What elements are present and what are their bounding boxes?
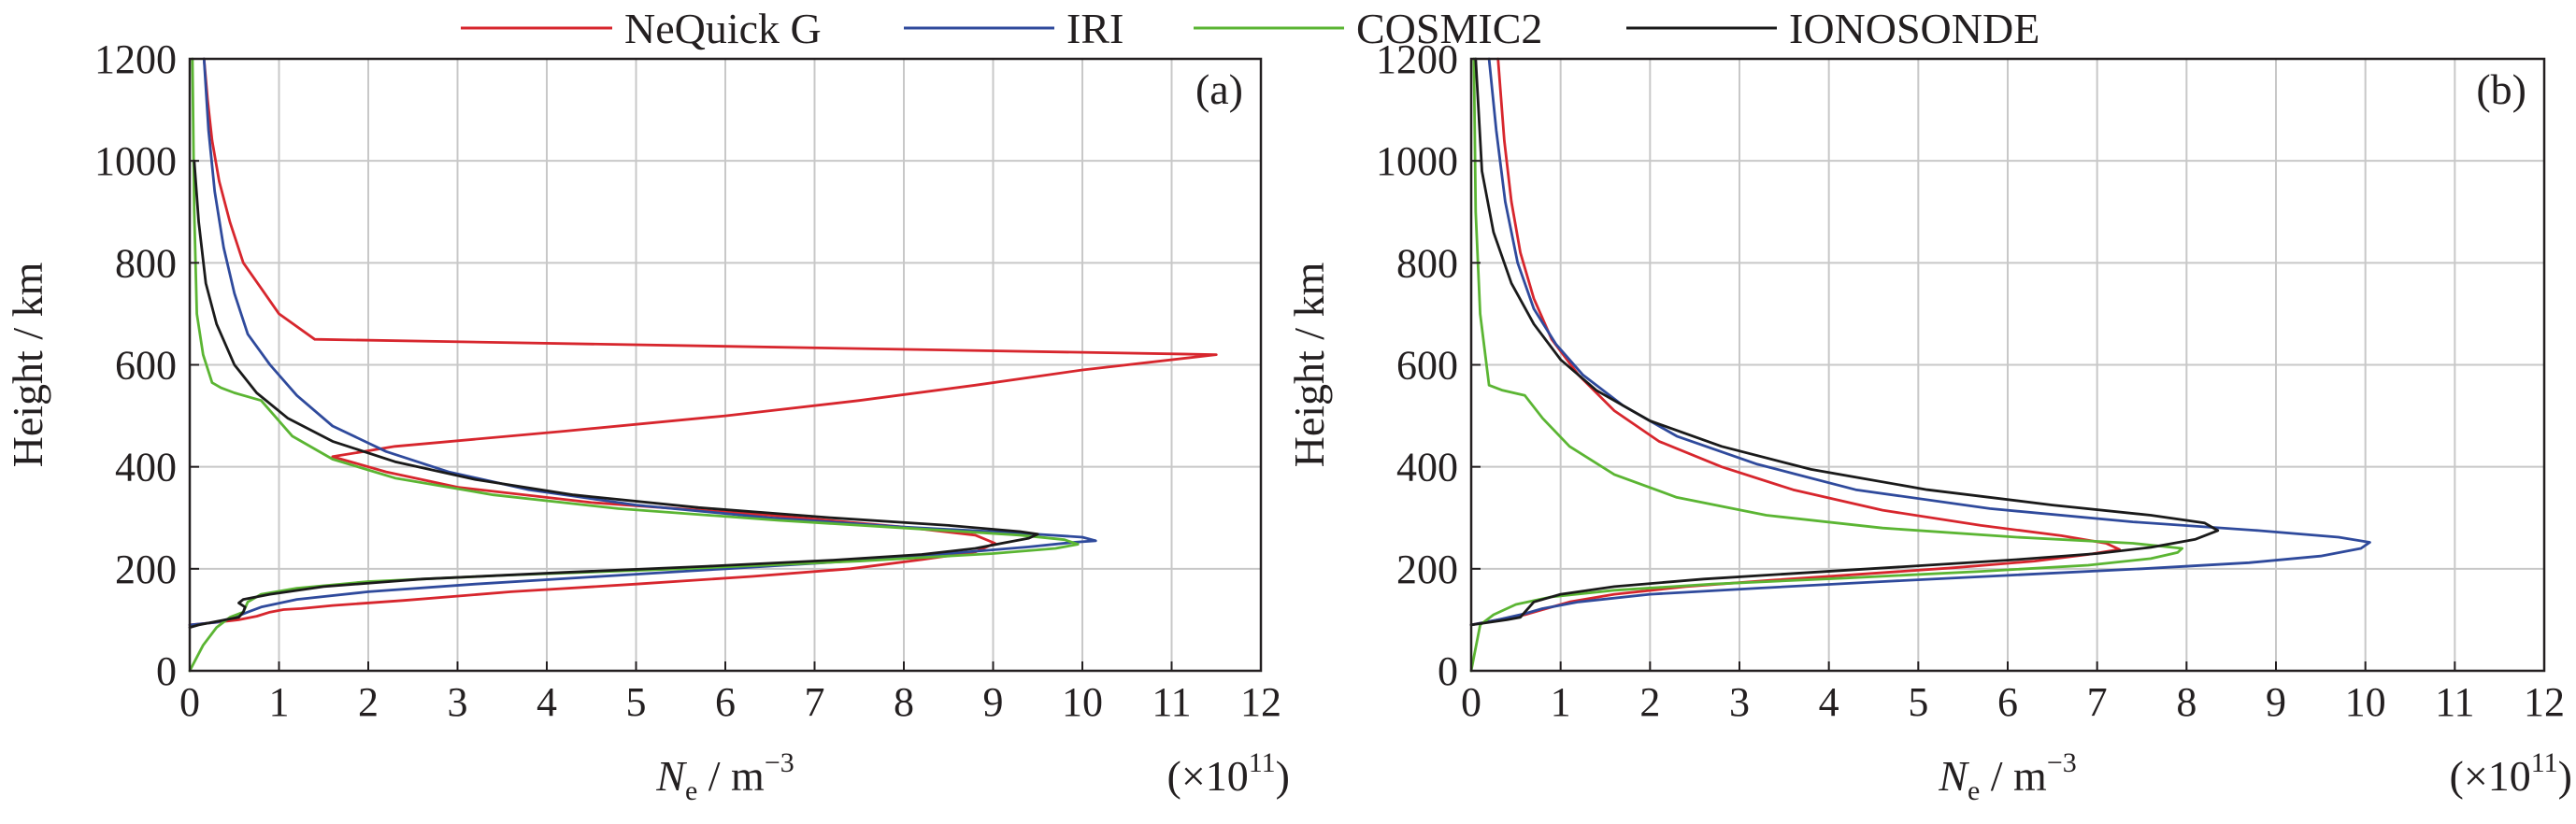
x-axis-title: Ne / m−3 bbox=[1938, 747, 2077, 806]
x-tick-label: 6 bbox=[715, 679, 736, 725]
x-tick-label: 3 bbox=[448, 679, 468, 725]
x-axis-unit: / m bbox=[697, 752, 765, 800]
x-tick-label: 6 bbox=[1997, 679, 2018, 725]
y-tick-label: 0 bbox=[1438, 648, 1458, 694]
x-tick-label: 12 bbox=[1240, 679, 1281, 725]
y-tick-label: 1200 bbox=[94, 36, 177, 82]
multiplier-close: ) bbox=[1276, 752, 1290, 800]
x-axis-multiplier: (×1011) bbox=[2450, 747, 2572, 800]
y-tick-label: 600 bbox=[115, 343, 177, 389]
x-axis-symbol: N bbox=[655, 752, 687, 800]
y-tick-label: 400 bbox=[1396, 445, 1458, 490]
x-axis-subscript: e bbox=[685, 775, 697, 806]
x-tick-label: 10 bbox=[1062, 679, 1103, 725]
y-tick-label: 200 bbox=[1396, 547, 1458, 592]
y-axis-title: Height / km bbox=[4, 262, 51, 467]
x-tick-label: 9 bbox=[983, 679, 1004, 725]
x-tick-label: 11 bbox=[2435, 679, 2474, 725]
legend-label-cosmic2: COSMIC2 bbox=[1356, 5, 1542, 52]
series-line-nequick-g bbox=[188, 57, 1218, 627]
multiplier-exponent: 11 bbox=[1249, 747, 1276, 778]
panel-b: 0 1 2 3 4 5 6 7 8 9 10 11 12020040060080010001200(b)… bbox=[1285, 36, 2572, 806]
x-tick-label: 11 bbox=[1152, 679, 1191, 725]
x-tick-label: 7 bbox=[805, 679, 825, 725]
x-tick-label: 2 bbox=[358, 679, 379, 725]
y-tick-label: 800 bbox=[1396, 240, 1458, 286]
x-tick-label: 12 bbox=[2524, 679, 2565, 725]
y-axis-title: Height / km bbox=[1285, 262, 1333, 467]
x-tick-label: 10 bbox=[2345, 679, 2386, 725]
x-tick-label: 8 bbox=[894, 679, 914, 725]
x-tick-label: 5 bbox=[626, 679, 647, 725]
x-axis-title: Ne / m−3 bbox=[655, 747, 794, 806]
multiplier-base: (×10 bbox=[1167, 752, 1249, 800]
x-tick-label: 4 bbox=[1819, 679, 1839, 725]
legend-label-iri: IRI bbox=[1066, 5, 1123, 52]
x-axis-unit: / m bbox=[1980, 752, 2047, 800]
legend-label-ionosonde: IONOSONDE bbox=[1789, 5, 2039, 52]
series-line-nequick-g bbox=[1469, 57, 2122, 627]
x-axis-unit-exponent: −3 bbox=[2047, 747, 2077, 778]
series-line-iri bbox=[1469, 57, 2371, 627]
x-tick-label: 5 bbox=[1908, 679, 1928, 725]
x-tick-label: 8 bbox=[2176, 679, 2197, 725]
x-axis-symbol: N bbox=[1938, 752, 1969, 800]
panel-label: (b) bbox=[2476, 65, 2526, 113]
x-axis-unit-exponent: −3 bbox=[765, 747, 794, 778]
x-tick-label: 1 bbox=[269, 679, 290, 725]
panel-label: (a) bbox=[1195, 65, 1243, 113]
x-tick-label: 3 bbox=[1729, 679, 1750, 725]
multiplier-base: (×10 bbox=[2450, 752, 2531, 800]
legend: NeQuick G IRI COSMIC2 IONOSONDE bbox=[461, 5, 2039, 52]
x-tick-label: 1 bbox=[1551, 679, 1571, 725]
x-axis-subscript: e bbox=[1968, 775, 1980, 806]
series-line-iri bbox=[188, 57, 1097, 627]
series-line-ionosonde bbox=[1469, 57, 2220, 627]
multiplier-close: ) bbox=[2558, 752, 2572, 800]
y-tick-label: 0 bbox=[156, 648, 177, 694]
x-tick-label: 4 bbox=[537, 679, 557, 725]
series-line-cosmic2 bbox=[1469, 57, 2184, 673]
x-tick-label: 0 bbox=[179, 679, 200, 725]
series-line-cosmic2 bbox=[188, 57, 1080, 673]
y-tick-label: 1000 bbox=[1376, 138, 1458, 184]
y-tick-label: 1000 bbox=[94, 138, 177, 184]
x-tick-label: 7 bbox=[2087, 679, 2108, 725]
x-axis-multiplier: (×1011) bbox=[1167, 747, 1290, 800]
panel-a: 0 1 2 3 4 5 6 7 8 9 10 11 12020040060080010001200(a)… bbox=[4, 36, 1290, 806]
series-line-ionosonde bbox=[188, 159, 1039, 629]
x-tick-label: 0 bbox=[1461, 679, 1481, 725]
y-tick-label: 1200 bbox=[1376, 36, 1458, 82]
legend-label-nequick-g: NeQuick G bbox=[624, 5, 822, 52]
y-tick-label: 600 bbox=[1396, 343, 1458, 389]
y-tick-label: 400 bbox=[115, 445, 177, 490]
x-tick-label: 2 bbox=[1639, 679, 1660, 725]
y-tick-label: 800 bbox=[115, 240, 177, 286]
x-tick-label: 9 bbox=[2266, 679, 2286, 725]
y-tick-label: 200 bbox=[115, 547, 177, 592]
multiplier-exponent: 11 bbox=[2531, 747, 2558, 778]
